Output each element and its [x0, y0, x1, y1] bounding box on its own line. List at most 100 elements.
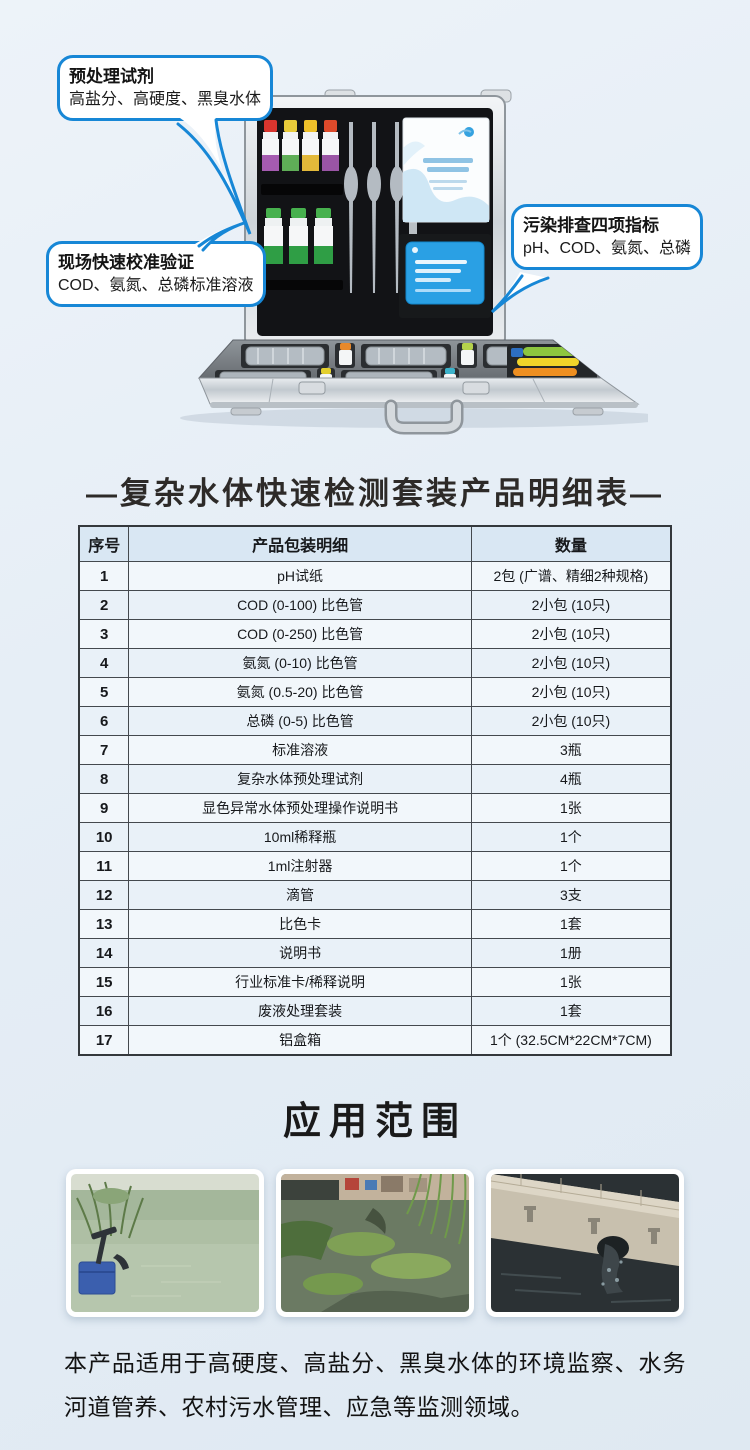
product-detail: 总磷 (0-5) 比色管: [128, 706, 472, 736]
product-detail: 说明书: [128, 938, 472, 968]
quantity: 1个: [470, 822, 672, 852]
table-row: 8 复杂水体预处理试剂 4瓶: [78, 764, 672, 794]
product-detail-table: 序号 产品包装明细 数量 1 pH试纸 2包 (广谱、精细2种规格) 2 COD (0-…: [78, 525, 672, 1056]
product-detail: COD (0-100) 比色管: [128, 590, 472, 620]
callout-indicators: 污染排查四项指标 pH、COD、氨氮、总磷: [511, 204, 704, 270]
case-handle: [384, 399, 464, 435]
quantity: 1套: [470, 909, 672, 939]
quantity: 2小包 (10只): [470, 648, 672, 678]
detail-table-title: —复杂水体快速检测套装产品明细表—: [86, 476, 664, 511]
callout-tail: [195, 220, 248, 252]
row-index: 3: [78, 619, 130, 649]
product-detail: 比色卡: [128, 909, 472, 939]
row-index: 13: [78, 909, 130, 939]
row-index: 8: [78, 764, 130, 794]
standard-solution-bottles: [261, 208, 343, 290]
product-detail: COD (0-250) 比色管: [128, 619, 472, 649]
quantity: 3支: [470, 880, 672, 910]
table-row: 15 行业标准卡/稀释说明 1张: [78, 967, 672, 997]
row-index: 10: [78, 822, 130, 852]
table-row: 16 废液处理套装 1套: [78, 996, 672, 1026]
callout-subtitle: pH、COD、氨氮、总磷: [523, 240, 692, 257]
table-row: 11 1ml注射器 1个: [78, 851, 672, 881]
product-detail: 标准溶液: [128, 735, 472, 765]
row-index: 2: [78, 590, 130, 620]
product-detail: 废液处理套装: [128, 996, 472, 1026]
callout-title: 预处理试剂: [69, 67, 154, 86]
application-description: 本产品适用于高硬度、高盐分、黑臭水体的环境监察、水务河道管养、农村污水管理、应急…: [64, 1350, 686, 1420]
table-row: 14 说明书 1册: [78, 938, 672, 968]
detail-table-body: 1 pH试纸 2包 (广谱、精细2种规格) 2 COD (0-100) 比色管 2小包 (…: [78, 561, 672, 1056]
row-index: 15: [78, 967, 130, 997]
quantity: 1册: [470, 938, 672, 968]
row-index: 11: [78, 851, 130, 881]
table-row: 6 总磷 (0-5) 比色管 2小包 (10只): [78, 706, 672, 736]
instruction-card: [402, 117, 490, 223]
col-header-product: 产品包装明细: [128, 525, 472, 562]
table-row: 17 铝盒箱 1个 (32.5CM*22CM*7CM): [78, 1025, 672, 1056]
row-index: 14: [78, 938, 130, 968]
callout-pretreatment-reagents: 预处理试剂 高盐分、高硬度、黑臭水体: [57, 55, 274, 121]
product-detail: 1ml注射器: [128, 851, 472, 881]
row-index: 17: [78, 1025, 130, 1056]
row-index: 7: [78, 735, 130, 765]
table-row: 5 氨氮 (0.5-20) 比色管 2小包 (10只): [78, 677, 672, 707]
quantity: 2包 (广谱、精细2种规格): [470, 561, 672, 591]
table-row: 12 滴管 3支: [78, 880, 672, 910]
table-row: 10 10ml稀释瓶 1个: [78, 822, 672, 852]
callout-subtitle: COD、氨氮、总磷标准溶液: [58, 277, 254, 294]
row-index: 16: [78, 996, 130, 1026]
row-index: 12: [78, 880, 130, 910]
product-hero: 预处理试剂 高盐分、高硬度、黑臭水体 现场快速校准验证 COD、氨氮、总磷标准溶…: [0, 0, 750, 462]
blue-info-card: [399, 234, 491, 318]
product-detail: 复杂水体预处理试剂: [128, 764, 472, 794]
row-index: 4: [78, 648, 130, 678]
table-row: 7 标准溶液 3瓶: [78, 735, 672, 765]
row-index: 9: [78, 793, 130, 823]
application-title: 应用范围: [282, 1101, 467, 1143]
quantity: 1张: [470, 793, 672, 823]
callout-tail: [490, 272, 550, 314]
case-shadow: [180, 408, 648, 428]
callout-calibration: 现场快速校准验证 COD、氨氮、总磷标准溶液: [46, 241, 266, 307]
product-detail: 滴管: [128, 880, 472, 910]
callout-title: 污染排查四项指标: [523, 216, 659, 235]
photo-sewage-outfall: [486, 1169, 684, 1317]
photo-polluted-river: [276, 1169, 474, 1317]
quantity: 2小包 (10只): [470, 619, 672, 649]
quantity: 1个: [470, 851, 672, 881]
product-detail: 显色异常水体预处理操作说明书: [128, 793, 472, 823]
table-row: 1 pH试纸 2包 (广谱、精细2种规格): [78, 561, 672, 591]
callout-tail: [176, 116, 252, 235]
product-detail: 行业标准卡/稀释说明: [128, 967, 472, 997]
product-detail: 铝盒箱: [128, 1025, 472, 1056]
quantity: 4瓶: [470, 764, 672, 794]
quantity: 1个 (32.5CM*22CM*7CM): [470, 1025, 672, 1056]
application-photos: [0, 1169, 750, 1317]
quantity: 1套: [470, 996, 672, 1026]
photo-lake-monitoring: [66, 1169, 264, 1317]
quantity: 2小包 (10只): [470, 706, 672, 736]
quantity: 3瓶: [470, 735, 672, 765]
quantity: 2小包 (10只): [470, 677, 672, 707]
row-index: 5: [78, 677, 130, 707]
product-detail: 氨氮 (0-10) 比色管: [128, 648, 472, 678]
table-header-row: 序号 产品包装明细 数量: [78, 525, 672, 562]
col-header-quantity: 数量: [470, 525, 672, 562]
table-row: 9 显色异常水体预处理操作说明书 1张: [78, 793, 672, 823]
row-index: 6: [78, 706, 130, 736]
callout-subtitle: 高盐分、高硬度、黑臭水体: [69, 91, 262, 108]
quantity: 2小包 (10只): [470, 590, 672, 620]
tray-front: [198, 377, 640, 416]
callout-title: 现场快速校准验证: [58, 253, 194, 272]
row-index: 1: [78, 561, 130, 591]
product-detail: 氨氮 (0.5-20) 比色管: [128, 677, 472, 707]
table-row: 4 氨氮 (0-10) 比色管 2小包 (10只): [78, 648, 672, 678]
col-header-index: 序号: [78, 525, 130, 562]
test-kit-case-photo: [180, 89, 648, 435]
table-row: 13 比色卡 1套: [78, 909, 672, 939]
quantity: 1张: [470, 967, 672, 997]
table-row: 3 COD (0-250) 比色管 2小包 (10只): [78, 619, 672, 649]
product-detail: pH试纸: [128, 561, 472, 591]
